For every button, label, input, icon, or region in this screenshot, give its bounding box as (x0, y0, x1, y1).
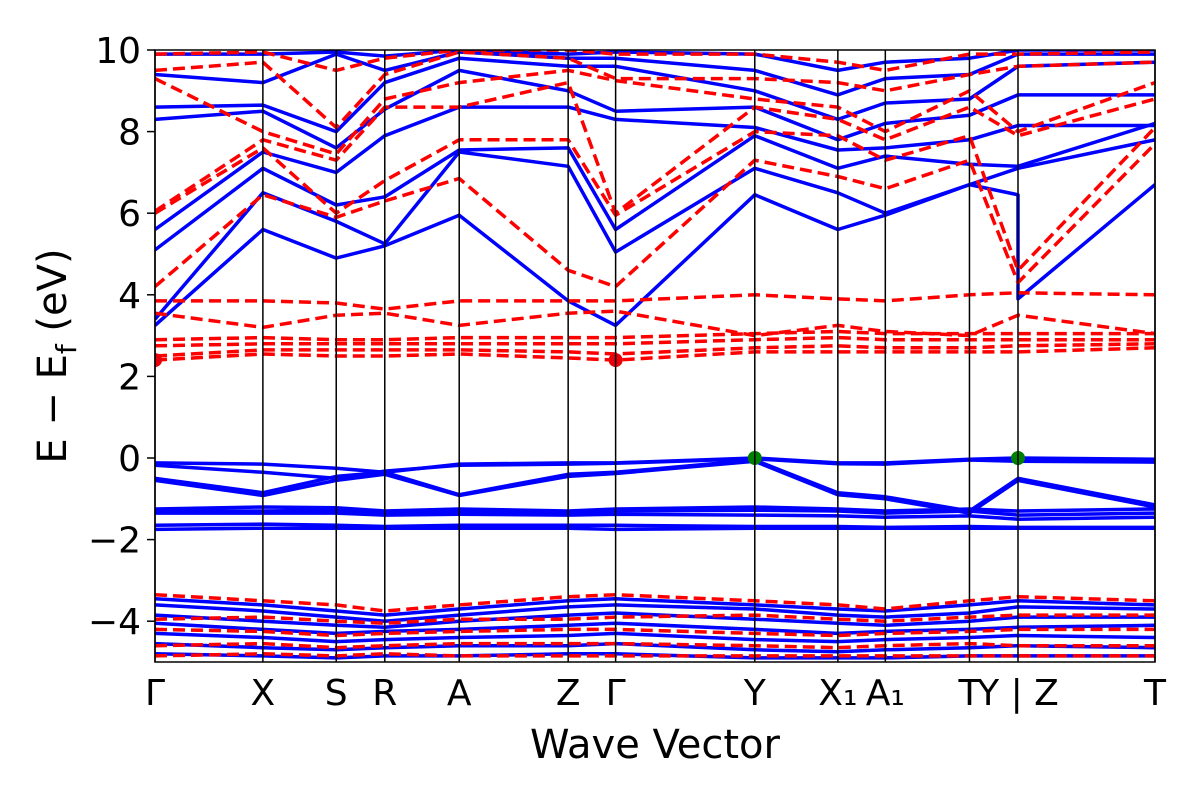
x-tick-label-3: R (372, 673, 397, 714)
x-tick-label-7: Y (743, 673, 767, 714)
y-tick-label-6: 8 (118, 113, 141, 154)
band-up-8 (155, 526, 1155, 532)
y-axis-label-unit: (eV) (30, 248, 76, 344)
y-tick-label-5: 6 (118, 194, 141, 235)
y-tick-label-4: 4 (118, 276, 141, 317)
y-axis-label: E − Ef (eV) (30, 248, 83, 463)
x-tick-label-5: Z (556, 673, 581, 714)
x-tick-label-4: A (447, 673, 472, 714)
x-tick-label-10: T (957, 673, 981, 714)
y-tick-label-0: −4 (88, 602, 141, 643)
y-axis-label-main: E − E (30, 354, 76, 464)
y-tick-label-2: 0 (118, 439, 141, 480)
plot-frame (154, 49, 1156, 663)
band-up-16 (155, 182, 1155, 328)
band-edge-markers (155, 353, 1025, 465)
band-up-19 (155, 105, 1155, 231)
y-tick-label-1: −2 (88, 521, 141, 562)
band-edge-marker-0 (155, 353, 162, 368)
x-tick-label-9: A₁ (866, 673, 905, 714)
x-tick-label-6: Γ (606, 673, 626, 714)
band-lines (155, 50, 1155, 660)
x-tick-label-0: Γ (145, 673, 165, 714)
y-tick-label-7: 10 (95, 31, 141, 72)
x-tick-label-1: X (251, 673, 276, 714)
x-axis-label: Wave Vector (530, 722, 781, 768)
y-tick-label-3: 2 (118, 357, 141, 398)
band-up-3 (155, 459, 1155, 515)
x-tick-label-11: Y | Z (976, 673, 1059, 714)
x-tick-label-2: S (325, 673, 348, 714)
band-up-20 (155, 68, 1155, 150)
x-tick-label-12: T (1143, 673, 1167, 714)
x-tick-label-8: X₁ (818, 673, 857, 714)
y-axis-label-subscript: f (50, 343, 83, 354)
band-down-29 (155, 291, 1155, 311)
y-axis-ticks: −4 −2 0 2 4 6 8 10 (88, 31, 155, 643)
band-down-33 (155, 68, 1155, 156)
